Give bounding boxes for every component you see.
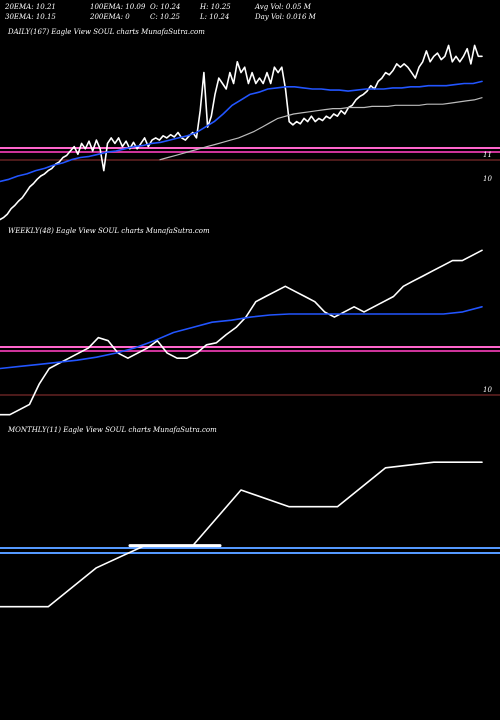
daily-series-ema-fast (0, 80, 483, 183)
weekly-series-price (0, 249, 483, 416)
header-day-vol: Day Vol: 0.016 M (255, 13, 316, 21)
daily-chart-title: DAILY(167) Eagle View SOUL charts Munafa… (8, 28, 205, 36)
weekly-tick-label-10: 10 (483, 386, 492, 394)
header-ema20: 20EMA: 10.21 (5, 3, 56, 11)
header-low: L: 10.24 (200, 13, 230, 21)
header-ema200: 200EMA: 0 (90, 13, 130, 21)
weekly-chart-title: WEEKLY(48) Eagle View SOUL charts Munafa… (8, 227, 210, 235)
monthly-chart (0, 461, 500, 608)
monthly-series-price (0, 461, 483, 608)
daily-series-ema-slow (159, 97, 483, 161)
daily-series-price (0, 44, 483, 221)
header-open: O: 10.24 (150, 3, 181, 11)
daily-chart (0, 44, 500, 221)
monthly-chart-title: MONTHLY(11) Eagle View SOUL charts Munaf… (8, 426, 217, 434)
header-close: C: 10.25 (150, 13, 180, 21)
header-high: H: 10.25 (200, 3, 231, 11)
weekly-chart (0, 249, 500, 416)
header-avg-vol: Avg Vol: 0.05 M (255, 3, 311, 11)
header-ema30: 30EMA: 10.15 (5, 13, 56, 21)
daily-tick-label-10: 10 (483, 175, 492, 183)
daily-tick-label-11: 11 (483, 151, 492, 159)
weekly-series-ema-fast (0, 306, 483, 370)
header-ema100: 100EMA: 10.09 (90, 3, 146, 11)
